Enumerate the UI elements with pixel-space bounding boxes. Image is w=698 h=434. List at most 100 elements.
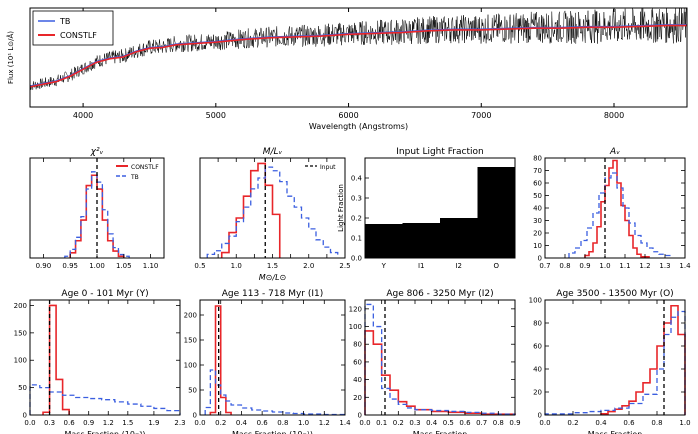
ml-legend-label-input: Input — [320, 164, 336, 171]
age-o-xtick-label: 0.0 — [539, 419, 550, 427]
spectrum-observed-line — [29, 7, 688, 90]
ml-xtick-label: 2.0 — [303, 262, 314, 270]
age-o-xtick-label: 0.8 — [651, 419, 662, 427]
spectrum-ylabel: Flux (10¹ L⊙/Å) — [6, 31, 15, 84]
age-y-xtick-label: 1.5 — [122, 419, 133, 427]
av-ytick-label: 40 — [533, 205, 542, 213]
age-o-series-constlf — [600, 304, 686, 415]
age-i2-xtick-label: 0.6 — [459, 419, 471, 427]
age-i1-ytick-label: 100 — [184, 362, 197, 370]
age-i1-ytick-label: 200 — [184, 312, 197, 320]
age-i2-series-tb — [364, 303, 516, 415]
age-y-xtick-label: 0.6 — [64, 419, 76, 427]
av-ytick-label: 70 — [533, 167, 542, 175]
age-i1-xtick-label: 0.0 — [194, 419, 205, 427]
av-ytick-label: 10 — [533, 242, 542, 250]
spectrum-legend-label-tb: TB — [59, 17, 70, 26]
age-i1-xlabel: Mass Fraction (10⁻¹) — [232, 430, 313, 434]
age-y-xtick-label: 1.9 — [148, 419, 159, 427]
ml-xtick-label: 1.5 — [267, 262, 278, 270]
spectrum-legend-label-constlf: CONSTLF — [60, 31, 97, 40]
age-y-ytick-label: 50 — [18, 384, 27, 392]
input-light-bar — [477, 167, 515, 258]
age-i2-ytick-label: 100 — [349, 323, 362, 331]
spectrum-xtick-label: 4000 — [73, 111, 93, 120]
av-ytick-label: 80 — [533, 155, 542, 163]
input-light-bar — [402, 223, 440, 258]
age-o-xtick-label: 0.2 — [567, 419, 578, 427]
age-o-title: Age 3500 - 13500 Myr (O) — [556, 289, 673, 299]
age-o-xtick-label: 0.6 — [623, 419, 635, 427]
age-y-xlabel: Mass Fraction (10⁻³) — [64, 430, 145, 434]
av-xtick-label: 0.7 — [539, 262, 550, 270]
age-o-ytick-label: 100 — [529, 297, 542, 305]
age-i1-xtick-label: 1.0 — [298, 419, 309, 427]
spectrum-series-tb — [29, 24, 687, 87]
age-o-xtick-label: 0.4 — [595, 419, 607, 427]
age-y-xtick-label: 2.3 — [174, 419, 185, 427]
age-y-series-constlf — [42, 304, 70, 415]
spectrum-xtick-label: 6000 — [338, 111, 358, 120]
av-xtick-label: 1.1 — [619, 262, 630, 270]
chi2-xtick-label: 0.95 — [62, 262, 78, 270]
age-i2-xlabel: Mass Fraction — [413, 430, 468, 434]
av-xtick-label: 1.4 — [679, 262, 691, 270]
age-y-frame — [29, 299, 181, 416]
av-series-tb — [568, 172, 672, 258]
age-o-ytick-label: 40 — [533, 366, 542, 374]
age-o-ytick-label: 60 — [533, 343, 542, 351]
av-ytick-label: 30 — [533, 217, 542, 225]
age-i2-ytick-label: 80 — [353, 341, 362, 349]
age-i1-frame — [199, 299, 346, 416]
spectrum-xtick-label: 7000 — [471, 111, 491, 120]
age-o-ytick-label: 80 — [533, 320, 542, 328]
age-i2-xtick-label: 0.0 — [359, 419, 370, 427]
age-i2-xtick-label: 0.9 — [509, 419, 520, 427]
age-i1-xtick-label: 1.2 — [319, 419, 330, 427]
input-light-category-label: O — [493, 262, 499, 270]
age-i2-ytick-label: 120 — [349, 305, 362, 313]
age-i2-xtick-label: 0.7 — [476, 419, 487, 427]
input-light-frame — [364, 157, 516, 259]
age-i2-xtick-label: 0.4 — [426, 419, 438, 427]
age-i2-ytick-label: 20 — [353, 394, 362, 402]
spectrum-series-constlf — [29, 24, 687, 88]
input-light-title: Input Light Fraction — [396, 147, 483, 157]
age-y-title: Age 0 - 101 Myr (Y) — [61, 289, 148, 299]
age-y-ytick-label: 100 — [14, 357, 27, 365]
age-i2-xtick-label: 0.1 — [376, 419, 387, 427]
av-title: Aᵥ — [609, 147, 620, 157]
age-i1-xtick-label: 0.2 — [215, 419, 226, 427]
age-i2-ytick-label: 60 — [353, 358, 362, 366]
input-light-ylabel: Light Fraction — [337, 184, 345, 232]
age-o-xlabel: Mass Fraction — [588, 430, 643, 434]
input-light-category-label: Y — [381, 262, 387, 270]
age-i2-frame — [364, 299, 516, 416]
av-xtick-label: 1.2 — [639, 262, 650, 270]
input-light-category-label: I2 — [455, 262, 462, 270]
spectrum-xtick-label: 8000 — [604, 111, 624, 120]
spectrum-xlabel: Wavelength (Angstroms) — [309, 122, 408, 131]
chi2-xtick-label: 1.00 — [89, 262, 105, 270]
chi2-xtick-label: 0.90 — [36, 262, 52, 270]
av-ytick-label: 50 — [533, 192, 542, 200]
age-i1-xtick-label: 0.6 — [257, 419, 269, 427]
age-y-ytick-label: 0 — [23, 412, 27, 420]
age-i2-xtick-label: 0.5 — [443, 419, 454, 427]
av-ytick-label: 20 — [533, 230, 542, 238]
chi2-legend-label-tb: TB — [130, 174, 139, 181]
ml-series-constlf — [220, 162, 281, 258]
age-i1-title: Age 113 - 718 Myr (I1) — [222, 289, 324, 299]
age-y-ytick-label: 150 — [14, 329, 27, 337]
age-o-ytick-label: 0 — [538, 412, 542, 420]
ml-xtick-label: 2.5 — [339, 262, 350, 270]
age-i1-ytick-label: 150 — [184, 337, 197, 345]
ml-xlabel: M⊙/L⊙ — [259, 273, 286, 282]
av-xtick-label: 1.0 — [599, 262, 610, 270]
av-xtick-label: 1.3 — [659, 262, 670, 270]
age-i1-xtick-label: 0.8 — [277, 419, 288, 427]
age-i1-xtick-label: 1.4 — [339, 419, 351, 427]
ml-title: M/Lᵥ — [263, 147, 283, 157]
ml-xtick-label: 1.0 — [231, 262, 242, 270]
